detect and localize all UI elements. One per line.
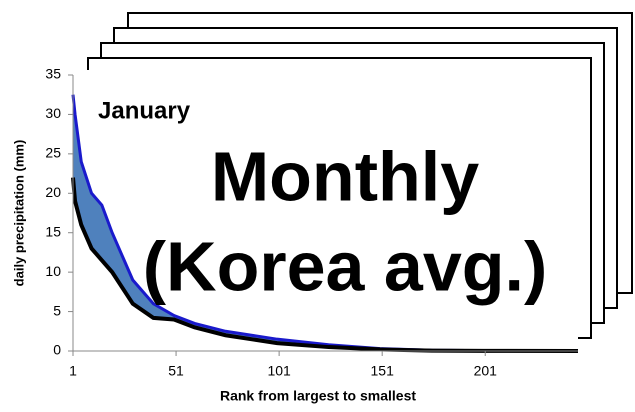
y-tick-label: 0 — [53, 342, 61, 358]
x-tick-label: 151 — [371, 363, 395, 379]
y-tick-label: 25 — [45, 145, 61, 161]
big-subtitle: (Korea avg.) — [143, 227, 548, 305]
month-label: January — [98, 97, 191, 124]
lower-line — [71, 177, 579, 353]
y-tick-label: 20 — [45, 184, 61, 200]
big-title: Monthly — [211, 137, 479, 215]
x-tick-label: 51 — [168, 363, 184, 379]
y-tick-label: 30 — [45, 105, 61, 121]
x-tick-label: 1 — [69, 363, 77, 379]
y-tick-label: 35 — [45, 66, 61, 82]
y-tick-label: 5 — [53, 302, 61, 318]
y-axis-label: daily precipitation (mm) — [11, 140, 26, 287]
x-axis-label: Rank from largest to smallest — [220, 388, 416, 404]
x-tick-label: 201 — [474, 363, 498, 379]
y-tick-label: 15 — [45, 223, 61, 239]
x-tick-label: 101 — [267, 363, 291, 379]
y-tick-label: 10 — [45, 263, 61, 279]
